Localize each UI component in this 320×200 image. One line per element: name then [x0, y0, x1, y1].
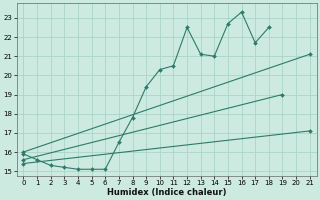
X-axis label: Humidex (Indice chaleur): Humidex (Indice chaleur): [107, 188, 226, 197]
